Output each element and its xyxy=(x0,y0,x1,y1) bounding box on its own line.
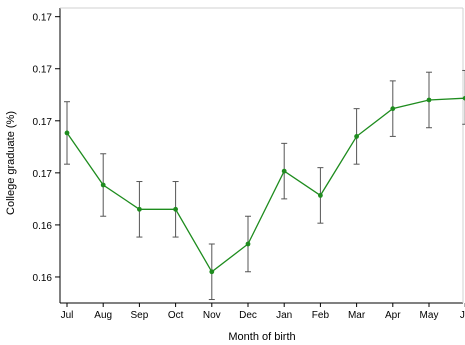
y-tick-label: 0.16 xyxy=(33,273,53,284)
data-points xyxy=(64,95,465,275)
x-tick-label: May xyxy=(420,310,439,321)
x-tick-label: Sep xyxy=(131,310,149,321)
y-axis-title: College graduate (%) xyxy=(5,111,17,215)
x-tick-label: Aug xyxy=(94,310,112,321)
data-point xyxy=(100,182,106,188)
data-point xyxy=(281,168,287,174)
x-tick-label: Jan xyxy=(276,310,292,321)
x-tick-label: Apr xyxy=(385,310,401,321)
plot-frame xyxy=(59,7,464,304)
data-point xyxy=(173,206,179,212)
x-tick-label: Ju xyxy=(460,310,465,321)
y-tick-label: 0.17 xyxy=(33,65,53,76)
y-tick-label: 0.17 xyxy=(33,117,53,128)
y-axis-ticks: 0.16 0.16 0.17 0.17 0.17 0.17 xyxy=(33,13,60,284)
series-line xyxy=(66,97,465,273)
series-line-group xyxy=(66,97,465,273)
data-point xyxy=(64,130,70,136)
y-tick-label: 0.16 xyxy=(33,221,53,232)
data-point xyxy=(209,269,215,275)
x-tick-label: Jul xyxy=(61,310,74,321)
x-tick-label: Oct xyxy=(168,310,184,321)
data-point xyxy=(426,97,432,103)
x-axis-title: Month of birth xyxy=(228,331,295,343)
x-tick-label: Mar xyxy=(348,310,366,321)
data-point xyxy=(462,95,465,101)
data-point xyxy=(245,241,251,247)
y-tick-label: 0.17 xyxy=(33,13,53,24)
data-point xyxy=(137,206,142,212)
x-axis-ticks: Jul Aug Sep Oct Nov Dec Jan Feb Mar Apr May Ju xyxy=(61,303,465,321)
y-tick-label: 0.17 xyxy=(33,169,53,180)
data-point xyxy=(318,193,323,198)
x-tick-label: Feb xyxy=(312,310,330,321)
error-bars xyxy=(64,69,465,301)
data-point xyxy=(390,106,396,112)
data-point xyxy=(354,134,359,139)
x-tick-label: Dec xyxy=(239,310,257,321)
x-tick-label: Nov xyxy=(203,310,221,321)
